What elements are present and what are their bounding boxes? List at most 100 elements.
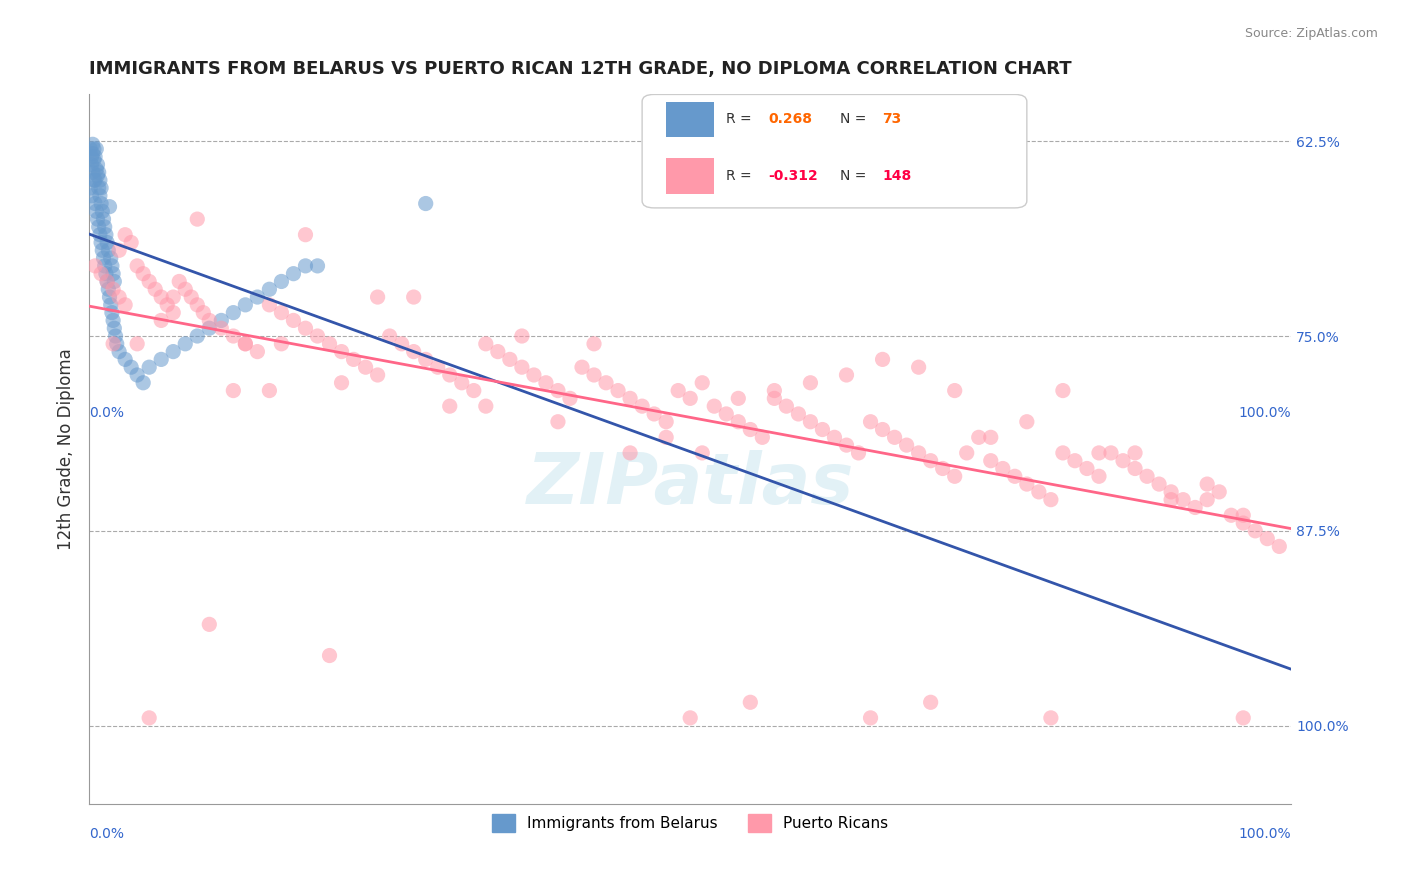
Point xyxy=(980,453,1002,467)
Point xyxy=(104,329,127,343)
Point xyxy=(86,169,108,183)
Point xyxy=(91,204,114,219)
Point xyxy=(198,313,221,327)
Point xyxy=(510,329,533,343)
Point xyxy=(1039,711,1062,725)
Text: 0.268: 0.268 xyxy=(768,112,813,127)
Point xyxy=(727,415,749,429)
Point xyxy=(1028,484,1050,499)
Point xyxy=(150,290,173,304)
Point xyxy=(499,352,522,367)
Point xyxy=(98,200,121,214)
Point xyxy=(174,282,197,296)
Point xyxy=(174,336,197,351)
Point xyxy=(907,360,929,375)
Point xyxy=(1052,384,1074,398)
Point xyxy=(402,344,425,359)
Point xyxy=(330,344,353,359)
Point xyxy=(307,329,329,343)
Point xyxy=(799,376,821,390)
Point xyxy=(763,392,786,406)
Point xyxy=(931,461,953,475)
Point xyxy=(96,275,118,289)
Point xyxy=(486,344,509,359)
Point xyxy=(1208,484,1230,499)
Point xyxy=(1256,532,1278,546)
Point xyxy=(1076,461,1098,475)
Point xyxy=(463,384,485,398)
Text: 100.0%: 100.0% xyxy=(1239,827,1291,841)
Point xyxy=(956,446,979,460)
Point xyxy=(186,298,208,312)
Point xyxy=(101,282,124,296)
Text: N =: N = xyxy=(841,112,872,127)
Point xyxy=(83,173,105,187)
Point xyxy=(90,181,112,195)
Point xyxy=(354,360,377,375)
Point xyxy=(1123,446,1146,460)
Point xyxy=(740,695,762,709)
Point xyxy=(82,146,104,161)
Point xyxy=(108,244,131,258)
Point xyxy=(84,196,107,211)
FancyBboxPatch shape xyxy=(643,95,1026,208)
Point xyxy=(132,376,155,390)
Point xyxy=(330,376,353,390)
Point xyxy=(198,617,221,632)
Point xyxy=(93,259,115,273)
Point xyxy=(367,290,389,304)
Point xyxy=(100,251,122,265)
Point xyxy=(80,157,103,171)
Point xyxy=(1136,469,1159,483)
Point xyxy=(84,142,107,156)
Point xyxy=(716,407,738,421)
Point xyxy=(222,384,245,398)
Point xyxy=(666,384,689,398)
Point xyxy=(79,181,101,195)
Point xyxy=(547,384,569,398)
Point xyxy=(907,446,929,460)
Point xyxy=(91,244,114,258)
Point xyxy=(235,336,257,351)
Point xyxy=(510,360,533,375)
Point xyxy=(93,212,115,227)
Point xyxy=(87,181,110,195)
Point xyxy=(943,469,966,483)
Point xyxy=(127,336,149,351)
Point xyxy=(619,446,641,460)
Point xyxy=(114,298,136,312)
Point xyxy=(367,368,389,382)
Y-axis label: 12th Grade, No Diploma: 12th Grade, No Diploma xyxy=(58,348,75,549)
Point xyxy=(84,259,107,273)
Point xyxy=(235,336,257,351)
Point xyxy=(1015,415,1038,429)
Point xyxy=(84,173,107,187)
Text: 0.0%: 0.0% xyxy=(89,407,124,420)
Point xyxy=(655,415,678,429)
Point xyxy=(703,399,725,413)
Point xyxy=(97,282,120,296)
Point xyxy=(775,399,797,413)
Point xyxy=(690,446,713,460)
Point xyxy=(138,711,160,725)
Point xyxy=(558,392,581,406)
Point xyxy=(872,423,894,437)
Point xyxy=(402,290,425,304)
Point xyxy=(84,150,107,164)
Point xyxy=(101,267,124,281)
Point xyxy=(101,313,124,327)
Point xyxy=(848,446,870,460)
Point xyxy=(235,298,257,312)
Point xyxy=(1171,492,1194,507)
Point xyxy=(101,336,124,351)
Point xyxy=(943,384,966,398)
Point xyxy=(859,415,882,429)
Point xyxy=(283,267,305,281)
Point xyxy=(246,344,269,359)
Point xyxy=(1268,540,1291,554)
Point xyxy=(138,275,160,289)
Point xyxy=(270,336,292,351)
Point xyxy=(1039,492,1062,507)
Point xyxy=(1220,508,1243,523)
Point xyxy=(679,392,702,406)
